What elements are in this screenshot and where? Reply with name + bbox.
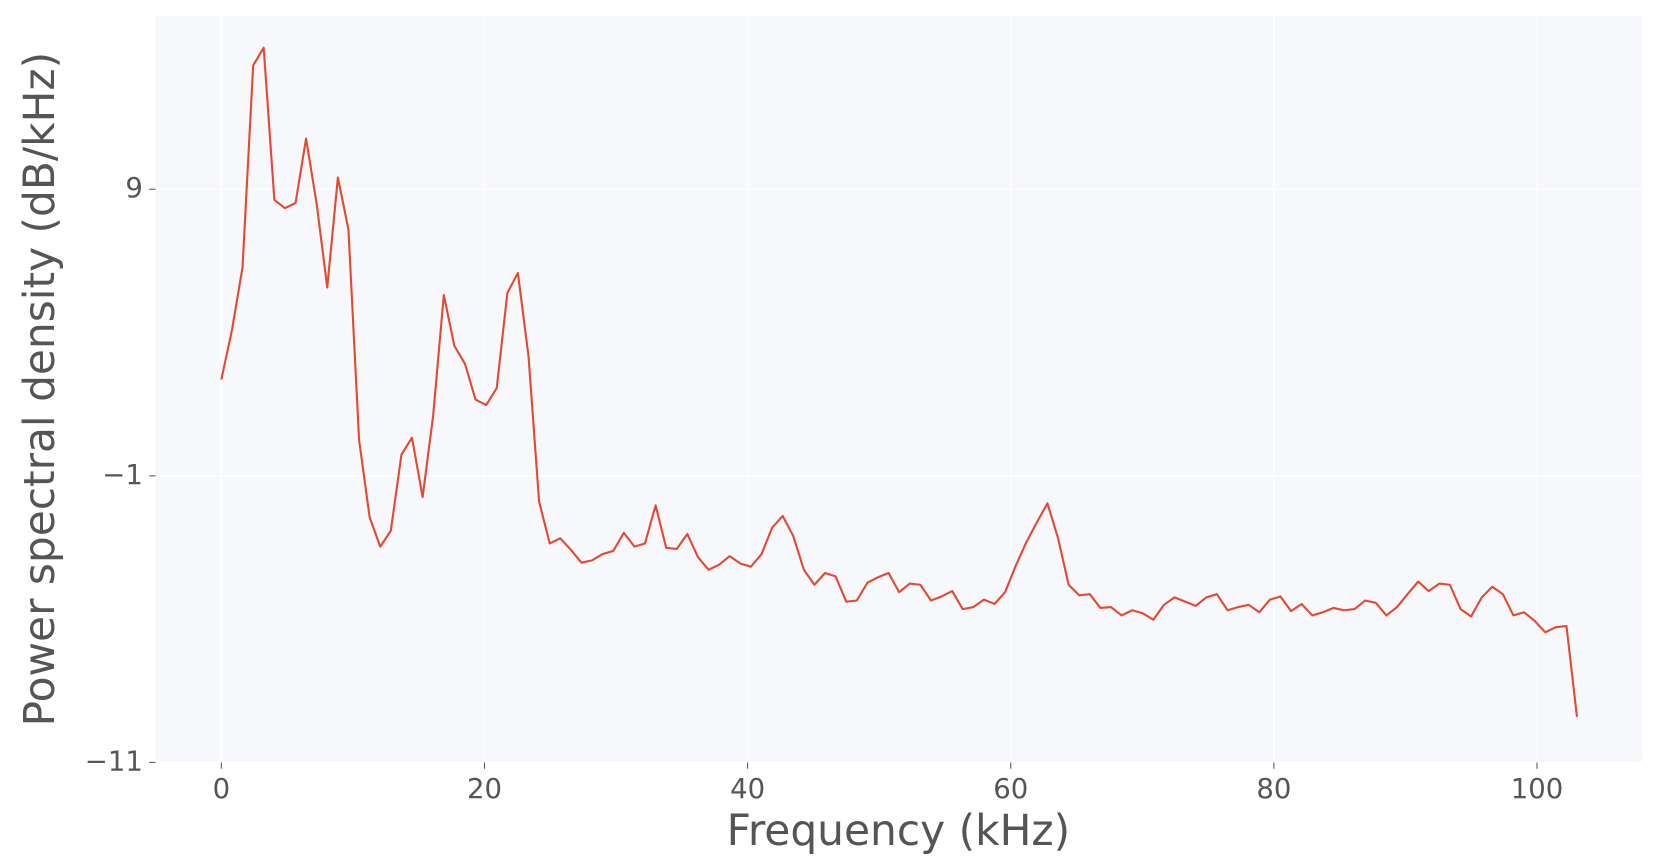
labels: Frequency (kHz) Power spectral density (… <box>15 52 1563 855</box>
y-tick-label: −11 <box>85 745 143 777</box>
grid <box>149 15 1643 769</box>
x-tick-label: 40 <box>730 773 765 805</box>
x-tick-label: 100 <box>1511 773 1564 805</box>
y-tick-label: 9 <box>125 172 143 204</box>
line <box>220 46 1579 717</box>
x-tick-label: 20 <box>467 773 502 805</box>
x-axis-label: Frequency (kHz) <box>727 806 1071 855</box>
plot-area <box>155 15 1643 763</box>
y-axis-label: Power spectral density (dB/kHz) <box>15 52 64 727</box>
marks <box>220 46 1579 717</box>
y-tick-label: −1 <box>102 459 143 491</box>
x-tick-label: 0 <box>213 773 231 805</box>
x-tick-label: 80 <box>1256 773 1291 805</box>
x-tick-label: 60 <box>993 773 1028 805</box>
